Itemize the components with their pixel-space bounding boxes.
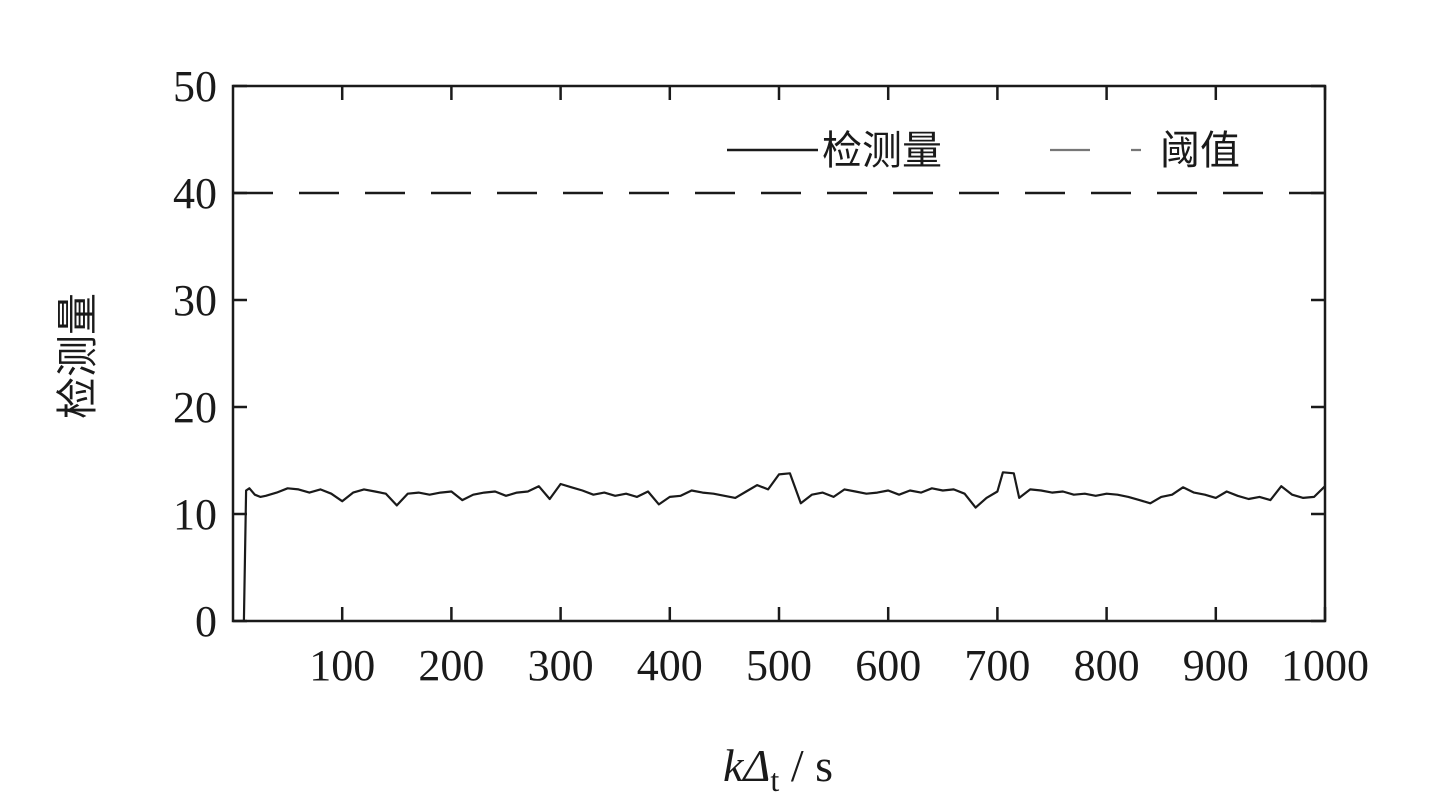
legend-label-0: 检测量 [822,128,942,174]
y-tick-label-40: 40 [173,169,217,218]
plot-content [233,191,1326,622]
x-tick-label-900: 900 [1183,641,1249,690]
x-axis-label-unit: / s [779,740,833,791]
axis-ticks: 100 200 300 400 500 600 700 800 900 1000 0 10 20 30 40… [173,62,1369,690]
x-tick-label-100: 100 [309,641,375,690]
x-axis-label-sub: t [770,762,779,798]
x-tick-label-500: 500 [746,641,812,690]
y-tick-label-0: 0 [195,597,217,646]
legend: 检测量 阈值 [727,128,1240,174]
x-axis-label-main: kΔ [723,740,770,791]
x-tick-label-700: 700 [964,641,1030,690]
y-tick-label-50: 50 [173,62,217,111]
x-tick-label-400: 400 [637,641,703,690]
y-tick-label-30: 30 [173,276,217,325]
x-tick-label-800: 800 [1074,641,1140,690]
x-tick-label-300: 300 [528,641,594,690]
y-tick-label-20: 20 [173,383,217,432]
series-line-0 [242,471,1326,622]
y-tick-label-10: 10 [173,490,217,539]
x-tick-label-1000: 1000 [1281,641,1369,690]
x-tick-label-600: 600 [855,641,921,690]
x-axis-label: kΔt / s [723,740,833,798]
y-axis-label: 检测量 [53,293,102,419]
legend-label-1: 阈值 [1160,128,1240,174]
x-tick-label-200: 200 [418,641,484,690]
